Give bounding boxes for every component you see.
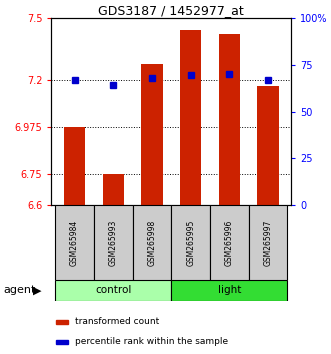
Bar (180, 30, 201, 205)
Text: percentile rank within the sample: percentile rank within the sample (75, 337, 228, 346)
Bar (171, 205, 210, 280)
Text: agent: agent (3, 285, 36, 295)
Bar (55, 280, 171, 301)
Text: GSM265984: GSM265984 (70, 219, 79, 266)
Bar (171, 280, 287, 301)
Bar (141, 64, 163, 205)
Text: GSM265993: GSM265993 (109, 219, 118, 266)
Bar (56, 320, 68, 324)
Bar (94, 205, 133, 280)
Text: GSM265998: GSM265998 (147, 219, 157, 266)
Bar (55, 205, 94, 280)
Text: GSM265995: GSM265995 (186, 219, 195, 266)
Text: GSM265997: GSM265997 (263, 219, 272, 266)
Bar (56, 339, 68, 344)
Text: light: light (218, 285, 241, 295)
Text: transformed count: transformed count (75, 317, 160, 326)
Bar (133, 205, 171, 280)
Text: ▶: ▶ (33, 285, 42, 295)
Bar (64, 127, 85, 205)
Title: GDS3187 / 1452977_at: GDS3187 / 1452977_at (98, 4, 244, 17)
Bar (210, 205, 249, 280)
Bar (103, 174, 124, 205)
Bar (219, 34, 240, 205)
Text: GSM265996: GSM265996 (225, 219, 234, 266)
Text: control: control (95, 285, 131, 295)
Bar (258, 86, 279, 205)
Bar (249, 205, 287, 280)
